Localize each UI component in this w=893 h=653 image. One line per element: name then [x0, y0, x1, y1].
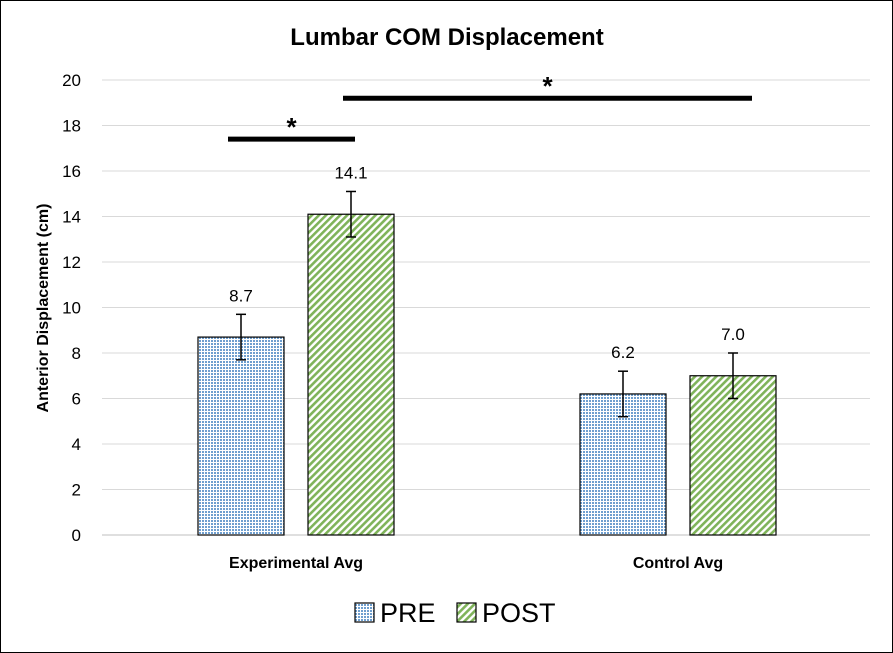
legend-label-pre: PRE [380, 598, 436, 628]
data-label: 6.2 [611, 343, 635, 362]
significance-star: * [286, 112, 297, 142]
bar-post [689, 375, 777, 536]
legend-label-post: POST [482, 598, 556, 628]
y-tick-label: 6 [72, 390, 81, 409]
y-tick-label: 2 [72, 481, 81, 500]
data-label: 14.1 [334, 163, 367, 182]
data-label: 7.0 [721, 325, 745, 344]
category-label: Experimental Avg [229, 555, 363, 572]
error-bars [236, 190, 738, 418]
legend-swatch-post [456, 602, 477, 623]
y-tick-label: 4 [72, 435, 81, 454]
y-tick-label: 20 [62, 71, 81, 90]
y-tick-label: 18 [62, 117, 81, 136]
y-axis-label: Anterior Displacement (cm) [35, 204, 52, 413]
bar-pre [197, 336, 285, 536]
legend-swatch-pre [354, 602, 375, 623]
data-labels: 8.7 14.1 6.2 7.0 [229, 163, 745, 362]
y-tick-label: 16 [62, 162, 81, 181]
category-label: Control Avg [633, 555, 723, 572]
legend: PRE POST [354, 598, 556, 628]
significance-annotations: ** [228, 71, 752, 142]
y-tick-label: 10 [62, 299, 81, 318]
significance-star: * [542, 71, 553, 101]
data-label: 8.7 [229, 286, 253, 305]
bars [197, 213, 777, 536]
y-tick-label: 8 [72, 344, 81, 363]
y-tick-labels: 0 2 4 6 8 10 12 14 16 18 20 [62, 71, 81, 545]
y-tick-label: 0 [72, 526, 81, 545]
bar-pre [579, 393, 667, 536]
y-tick-label: 12 [62, 253, 81, 272]
y-tick-label: 14 [62, 208, 81, 227]
chart-title: Lumbar COM Displacement [290, 24, 603, 51]
category-labels: Experimental Avg Control Avg [229, 555, 723, 572]
bar-post [307, 213, 395, 536]
